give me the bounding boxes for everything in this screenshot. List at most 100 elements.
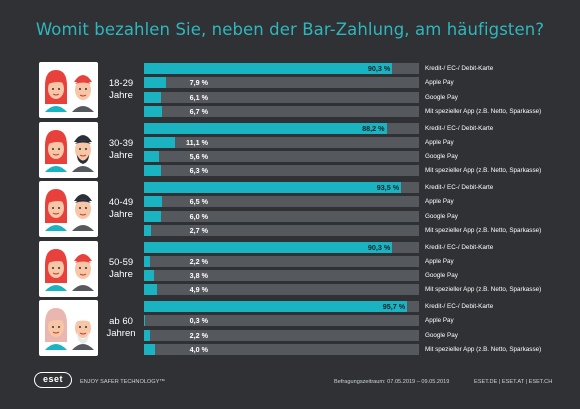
bar-track: 2,7 % — [144, 224, 419, 236]
bar — [144, 136, 175, 148]
data-label: 93,5 % — [376, 183, 400, 192]
data-label: 2,2 % — [189, 256, 208, 266]
category-label: Apple Pay — [425, 138, 454, 146]
category-label: Kredit-/ EC-/ Debit-Karte — [425, 124, 494, 132]
avatar-illustration — [39, 240, 98, 297]
bar — [144, 301, 408, 312]
data-label: 6,3 % — [189, 166, 208, 176]
bar — [144, 224, 152, 236]
bar-track: 6,1 % — [144, 91, 419, 103]
age-label: 40-49 Jahre — [108, 197, 134, 220]
age-label: 50-59 Jahre — [108, 256, 134, 280]
bar-track: 90,3 % — [144, 241, 419, 253]
data-label: 11,1 % — [186, 137, 208, 147]
category-label: Mit spezieller App (z.B. Netto, Sparkass… — [425, 286, 542, 294]
bar — [144, 315, 145, 327]
avatar-illustration — [39, 300, 98, 356]
bar-track: 5,6 % — [144, 151, 419, 163]
category-label: Mit spezieller App (z.B. Netto, Sparkass… — [425, 107, 542, 115]
age-label: ab 60 Jahren — [106, 316, 136, 339]
category-label: Mit spezieller App (z.B. Netto, Sparkass… — [425, 226, 542, 234]
avatar-illustration — [39, 181, 98, 237]
bar — [144, 255, 151, 267]
footer-tagline: ENJOY SAFER TECHNOLOGY™ — [80, 379, 165, 385]
data-label: 7,9 % — [189, 78, 208, 88]
category-label: Kredit-/ EC-/ Debit-Karte — [425, 65, 494, 72]
data-label: 4,9 % — [189, 285, 208, 295]
bar — [144, 91, 161, 103]
category-label: Google Pay — [425, 93, 458, 101]
category-label: Kredit-/ EC-/ Debit-Karte — [425, 243, 494, 251]
bar — [144, 105, 163, 117]
data-label: 2,2 % — [189, 330, 208, 340]
bar — [144, 196, 162, 208]
footer-links: ESET.DE | ESET.AT | ESET.CH — [474, 379, 553, 385]
bar — [144, 210, 161, 222]
bar-track: 3,8 % — [144, 270, 419, 282]
data-label: 0,3 % — [189, 316, 208, 326]
category-label: Kredit-/ EC-/ Debit-Karte — [425, 303, 494, 310]
data-label: 90,3 % — [367, 242, 391, 252]
bar-track: 4,0 % — [144, 343, 419, 355]
data-label: 88,2 % — [362, 123, 385, 133]
footer-period: Befragungszeitraum: 07.05.2019 – 09.05.2… — [334, 379, 450, 385]
age-group: ab 60 Jahren 95,7 % Kredit-/ EC-/ Debit-Ka… — [39, 300, 559, 356]
data-label: 6,5 % — [189, 197, 208, 207]
category-label: Google Pay — [425, 153, 458, 161]
bar — [144, 165, 162, 177]
bar-track: 95,7 % — [144, 301, 419, 312]
bar-track: 6,3 % — [144, 165, 419, 177]
bar-track: 0,3 % — [144, 315, 419, 327]
bar-track: 2,2 % — [144, 255, 419, 267]
category-label: Google Pay — [425, 272, 458, 280]
data-label: 4,0 % — [189, 344, 208, 354]
bar-track: 2,2 % — [144, 329, 419, 341]
data-label: 95,7 % — [382, 302, 406, 311]
bar-track: 88,2 % — [144, 122, 419, 134]
bar — [144, 284, 158, 296]
bar — [144, 329, 151, 341]
category-label: Mit spezieller App (z.B. Netto, Sparkass… — [425, 167, 542, 175]
bar-track: 93,5 % — [144, 182, 419, 193]
avatar-illustration — [39, 121, 98, 178]
category-label: Apple Pay — [425, 257, 454, 265]
category-label: Apple Pay — [425, 317, 454, 325]
category-label: Google Pay — [425, 212, 458, 220]
bar-track: 4,9 % — [144, 284, 419, 296]
bar — [144, 182, 402, 193]
data-label: 90,3 % — [367, 64, 391, 73]
age-group: 30-39 Jahre 88,2 % Kredit-/ EC-/ Debit-Kar… — [39, 121, 559, 178]
bar — [144, 63, 393, 74]
data-label: 6,7 % — [189, 106, 208, 116]
bar-track: 6,7 % — [144, 105, 419, 117]
bar-track: 11,1 % — [144, 136, 419, 148]
bar-track: 90,3 % — [144, 63, 419, 74]
bar — [144, 122, 387, 134]
data-label: 3,8 % — [189, 271, 208, 281]
avatar-illustration — [39, 62, 98, 118]
bar — [144, 270, 155, 282]
category-label: Apple Pay — [425, 79, 454, 87]
bar — [144, 241, 393, 253]
age-group: 18-29 Jahre 90,3 % Kredit-/ EC-/ Debit-Kar… — [39, 62, 559, 118]
data-label: 2,7 % — [189, 225, 208, 235]
bar-track: 7,9 % — [144, 77, 419, 89]
chart-title: Womit bezahlen Sie, neben der Bar-Zahlun… — [35, 20, 545, 39]
age-group: 40-49 Jahre 93,5 % Kredit-/ EC-/ Debit-Kar… — [39, 181, 559, 237]
bar — [144, 151, 160, 163]
age-group: 50-59 Jahre 90,3 % Kredit-/ EC-/ Debit-Kar… — [39, 240, 559, 297]
category-label: Kredit-/ EC-/ Debit-Karte — [425, 184, 494, 191]
data-label: 6,0 % — [189, 211, 208, 221]
bar-track: 6,5 % — [144, 196, 419, 208]
category-label: Apple Pay — [425, 198, 454, 206]
data-label: 5,6 % — [189, 152, 208, 162]
bar-track: 6,0 % — [144, 210, 419, 222]
category-label: Mit spezieller App (z.B. Netto, Sparkass… — [425, 345, 542, 353]
age-label: 30-39 Jahre — [108, 137, 134, 161]
age-label: 18-29 Jahre — [108, 78, 134, 101]
category-label: Google Pay — [425, 331, 458, 339]
bar — [144, 343, 155, 355]
data-label: 6,1 % — [189, 92, 208, 102]
eset-logo: eset — [34, 372, 72, 388]
bar — [144, 77, 166, 89]
